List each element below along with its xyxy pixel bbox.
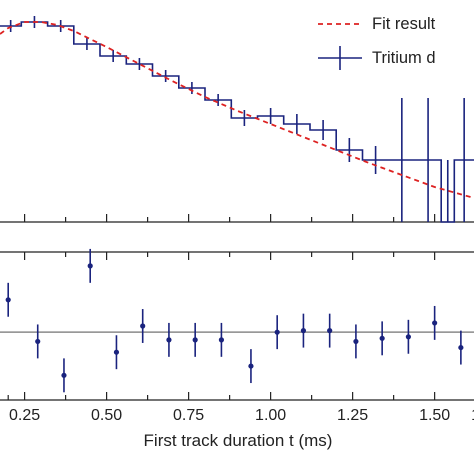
- residual-point: [192, 337, 198, 343]
- residual-point: [300, 328, 307, 334]
- residual-point: [61, 372, 67, 378]
- residual-point: [274, 329, 280, 335]
- residual-point: [458, 344, 464, 351]
- legend-fit-label: Fit result: [372, 15, 436, 33]
- residual-point: [327, 328, 333, 334]
- residual-point: [379, 335, 385, 341]
- residual-point: [218, 337, 225, 343]
- residual-point: [87, 263, 93, 269]
- residual-point: [405, 334, 411, 340]
- x-tick-label: 1.25: [337, 407, 368, 424]
- legend: Fit result Tritium d: [318, 15, 436, 70]
- residual-point: [166, 337, 172, 343]
- residual-point: [432, 320, 438, 326]
- x-tick-label: 0.25: [9, 407, 40, 424]
- residual-point: [140, 323, 146, 329]
- fit-panel: [0, 16, 474, 223]
- x-tick-label: 1.00: [255, 407, 286, 424]
- residual-panel: 0.25 0.50 0.75 1.00 1.25 1.50 1: [0, 248, 474, 424]
- residual-point: [248, 363, 254, 369]
- legend-data-label: Tritium d: [372, 49, 436, 67]
- residual-point: [113, 349, 120, 355]
- residual-point: [5, 297, 11, 303]
- x-tick-label: 0.75: [173, 407, 204, 424]
- residual-point: [353, 338, 359, 345]
- x-tick-label: 1: [471, 407, 474, 424]
- residual-point: [35, 338, 41, 345]
- x-tick-label: 1.50: [419, 407, 450, 424]
- x-tick-label: 0.50: [91, 407, 122, 424]
- x-axis-title: First track duration t (ms): [144, 431, 333, 450]
